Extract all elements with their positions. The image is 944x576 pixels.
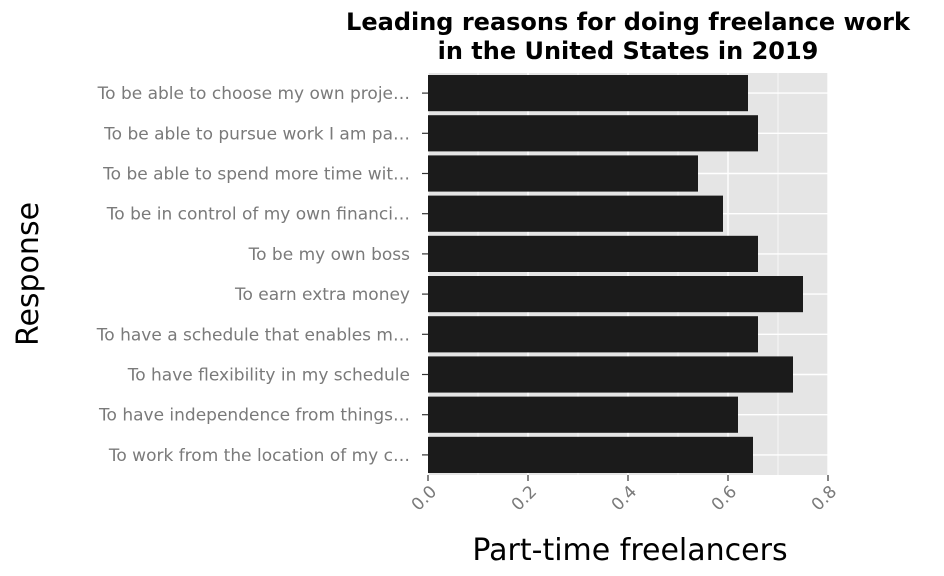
y-tick-label: To be in control of my own financi… [106,205,410,225]
x-axis-label: Part-time freelancers [472,533,787,568]
bar [428,436,753,473]
y-tick-label: To have independence from things… [98,406,410,426]
bar [428,356,793,393]
bars [428,75,803,473]
y-tick-label: To have flexibility in my schedule [127,366,410,386]
x-tick-label: 0.4 [608,482,641,515]
y-tick-label: To be able to pursue work I am pa… [103,124,410,144]
y-tick-label: To earn extra money [234,285,410,305]
y-axis-label: Response [11,202,46,346]
bar [428,396,738,433]
y-axis-ticks: To be able to choose my own proje… To be … [96,84,428,466]
y-tick-label: To be my own boss [248,245,411,265]
y-tick-label: To be able to spend more time wit… [102,165,410,185]
y-tick-label: To work from the location of my c… [108,446,410,466]
bar [428,276,803,313]
bar [428,115,758,152]
bar [428,235,758,272]
bar [428,195,723,232]
x-axis-ticks: 0.0 0.2 0.4 0.6 0.8 [408,475,841,515]
x-tick-label: 0.0 [408,482,441,515]
chart-title-line-2: in the United States in 2019 [438,37,819,65]
x-tick-label: 0.8 [808,482,841,515]
x-tick-label: 0.6 [708,482,741,515]
y-tick-label: To be able to choose my own proje… [97,84,410,104]
chart-title-line-1: Leading reasons for doing freelance work [346,8,911,36]
bar [428,75,748,112]
bar [428,316,758,353]
x-tick-label: 0.2 [508,482,541,515]
bar [428,155,698,192]
y-tick-label: To have a schedule that enables m… [96,325,410,345]
